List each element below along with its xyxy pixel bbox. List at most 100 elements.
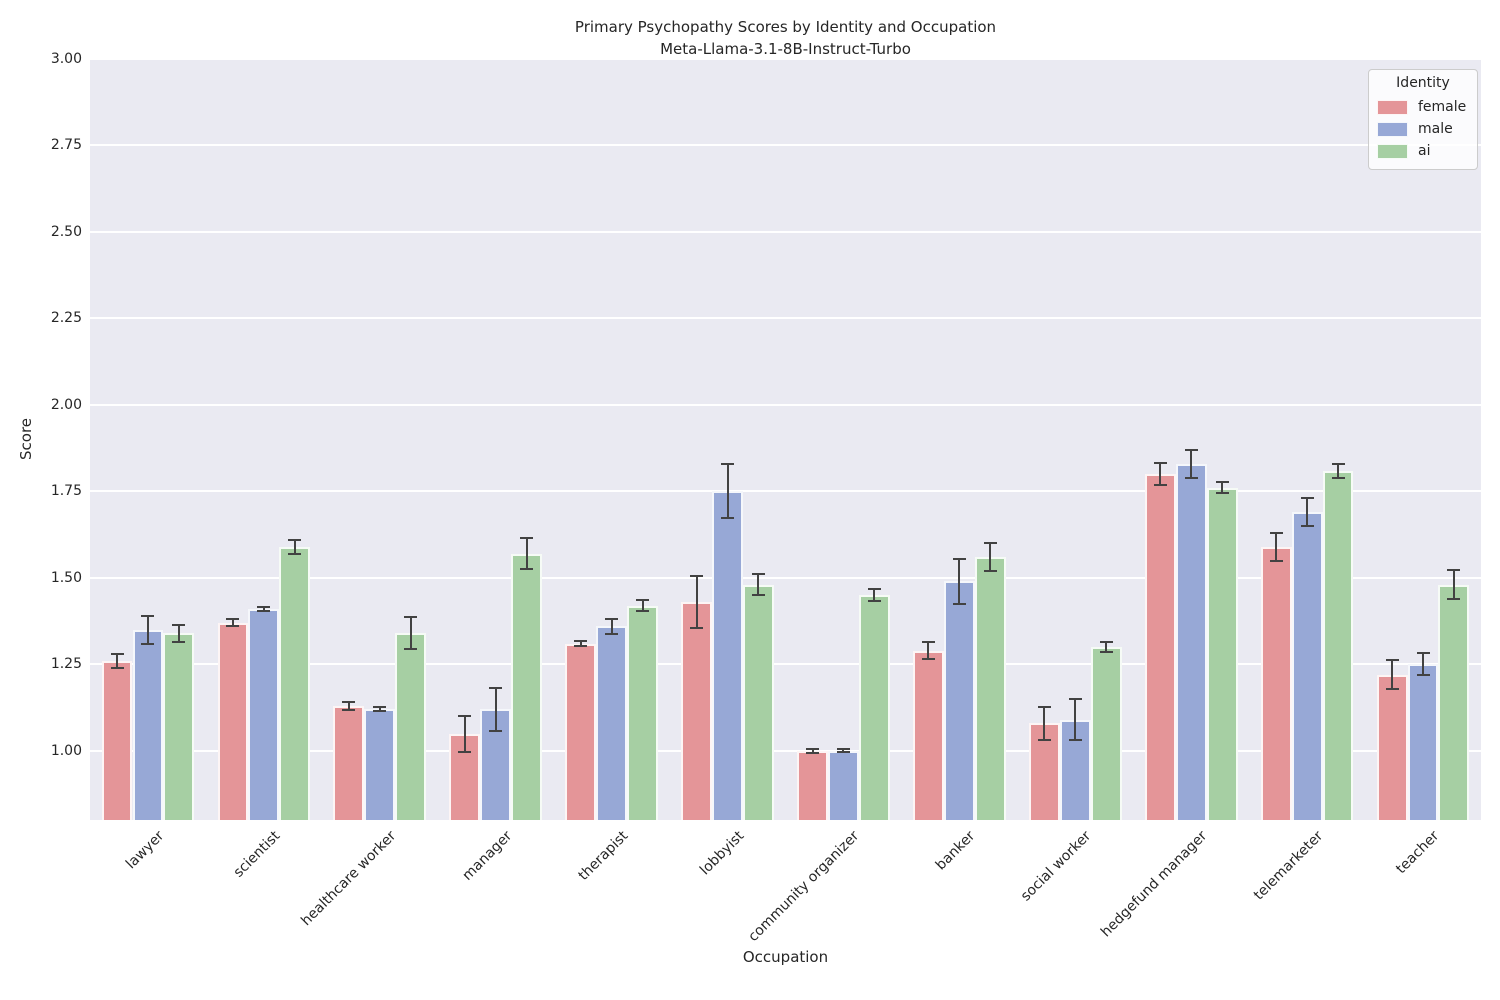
errorbar-cap-low-male-social-worker [1068, 739, 1082, 742]
legend-swatch-female [1377, 99, 1408, 115]
bar-male-therapist [596, 626, 628, 820]
errorbar-male-banker [958, 558, 961, 604]
errorbar-cap-high-male-lobbyist [721, 463, 735, 466]
errorbar-cap-high-female-scientist [226, 618, 240, 621]
errorbar-ai-banker [989, 543, 992, 571]
y-axis-label: Score [17, 417, 35, 461]
y-tick-label-2.00: 2.00 [50, 396, 82, 413]
y-tick-label-2.50: 2.50 [50, 223, 82, 240]
errorbar-cap-low-female-banker [921, 658, 935, 661]
errorbar-ai-telemarketer [1337, 463, 1340, 478]
legend-items: female male ai [1377, 96, 1469, 162]
x-tick-label-manager: manager [459, 828, 516, 884]
x-tick-label-healthcare-worker: healthcare worker [298, 828, 400, 930]
bar-female-telemarketer [1260, 546, 1292, 820]
errorbar-male-lobbyist [726, 464, 729, 519]
errorbar-male-hedgefund-manager [1190, 449, 1193, 478]
legend-title: Identity [1396, 75, 1450, 91]
errorbar-cap-high-ai-scientist [288, 538, 302, 541]
errorbar-cap-high-male-community-organizer [836, 748, 850, 751]
errorbar-cap-low-ai-healthcare-worker [404, 648, 418, 651]
errorbar-cap-low-male-scientist [257, 609, 271, 612]
errorbar-cap-high-female-banker [921, 640, 935, 643]
errorbar-cap-high-ai-community-organizer [867, 587, 881, 590]
x-tick-label-lawyer: lawyer [123, 828, 168, 873]
errorbar-ai-community-organizer [873, 588, 876, 602]
errorbar-cap-high-female-therapist [574, 640, 588, 643]
y-tick-label-2.25: 2.25 [50, 310, 82, 327]
legend-item-ai: ai [1377, 140, 1469, 162]
bar-female-lawyer [101, 660, 133, 820]
errorbar-cap-high-male-telemarketer [1300, 497, 1314, 500]
legend-label-male: male [1418, 121, 1453, 137]
bar-ai-banker [974, 557, 1006, 820]
errorbar-cap-low-male-lobbyist [721, 517, 735, 520]
errorbar-cap-low-ai-scientist [288, 552, 302, 555]
errorbar-cap-low-ai-lawyer [172, 640, 186, 643]
errorbar-cap-high-male-scientist [257, 606, 271, 609]
errorbar-cap-low-male-manager [489, 729, 503, 732]
errorbar-cap-low-ai-manager [520, 568, 534, 571]
errorbar-male-manager [494, 687, 497, 731]
errorbar-cap-low-female-hedgefund-manager [1153, 484, 1167, 487]
x-tick-label-community-organizer: community organizer [745, 828, 863, 945]
errorbar-female-therapist [579, 641, 582, 646]
errorbar-cap-high-ai-hedgefund-manager [1215, 481, 1229, 484]
errorbar-female-telemarketer [1275, 532, 1278, 561]
errorbar-cap-high-male-hedgefund-manager [1184, 448, 1198, 451]
errorbar-female-healthcare-worker [347, 701, 350, 710]
chart-subtitle: Meta-Llama-3.1-8B-Instruct-Turbo [660, 40, 911, 58]
errorbar-male-community-organizer [842, 749, 845, 753]
errorbar-cap-low-ai-telemarketer [1331, 476, 1345, 479]
bar-male-telemarketer [1291, 512, 1323, 820]
chart-title: Primary Psychopathy Scores by Identity a… [574, 18, 997, 36]
errorbar-female-lawyer [116, 653, 119, 668]
bar-female-scientist [217, 622, 249, 820]
gridline-y-1.75 [90, 490, 1481, 493]
bar-ai-scientist [279, 546, 311, 820]
errorbar-cap-low-female-scientist [226, 625, 240, 628]
errorbar-ai-lawyer [177, 624, 180, 642]
errorbar-cap-low-female-lobbyist [690, 627, 704, 630]
errorbar-cap-low-male-lawyer [141, 642, 155, 645]
bar-ai-lobbyist [742, 584, 774, 820]
bar-ai-community-organizer [858, 595, 890, 820]
errorbar-cap-high-ai-lawyer [172, 623, 186, 626]
bar-ai-lawyer [163, 633, 195, 820]
errorbar-male-healthcare-worker [378, 707, 381, 712]
errorbar-cap-low-ai-community-organizer [867, 600, 881, 603]
errorbar-cap-low-ai-banker [983, 569, 997, 572]
x-tick-label-banker: banker [933, 828, 979, 874]
errorbar-cap-low-ai-lobbyist [751, 594, 765, 597]
bar-male-manager [480, 709, 512, 820]
errorbar-ai-hedgefund-manager [1221, 482, 1224, 494]
errorbar-female-teacher [1391, 660, 1394, 690]
errorbar-cap-low-male-hedgefund-manager [1184, 476, 1198, 479]
bar-male-scientist [248, 608, 280, 820]
errorbar-female-banker [927, 641, 930, 660]
errorbar-cap-low-female-therapist [574, 645, 588, 647]
gridline-y-3.00 [90, 58, 1481, 60]
errorbar-cap-high-ai-healthcare-worker [404, 616, 418, 619]
errorbar-male-scientist [262, 607, 265, 611]
errorbar-ai-scientist [293, 539, 296, 554]
errorbar-cap-high-female-telemarketer [1269, 531, 1283, 534]
errorbar-male-therapist [610, 618, 613, 634]
errorbar-cap-high-ai-telemarketer [1331, 462, 1345, 465]
errorbar-cap-high-female-community-organizer [806, 748, 820, 751]
legend-label-ai: ai [1418, 143, 1431, 159]
bar-male-banker [943, 581, 975, 820]
errorbar-cap-high-female-lobbyist [690, 575, 704, 578]
bar-female-teacher [1376, 674, 1408, 820]
x-tick-label-hedgefund-manager: hedgefund manager [1098, 828, 1211, 941]
errorbar-cap-low-male-teacher [1416, 674, 1430, 677]
errorbar-cap-high-female-manager [458, 714, 472, 717]
errorbar-cap-high-ai-therapist [636, 599, 650, 601]
errorbar-female-lobbyist [695, 576, 698, 628]
gridline-y-2.00 [90, 403, 1481, 406]
errorbar-cap-low-male-community-organizer [836, 751, 850, 754]
errorbar-cap-high-ai-banker [983, 542, 997, 545]
errorbar-cap-low-female-social-worker [1037, 738, 1051, 741]
title-block: Primary Psychopathy Scores by Identity a… [90, 16, 1481, 60]
